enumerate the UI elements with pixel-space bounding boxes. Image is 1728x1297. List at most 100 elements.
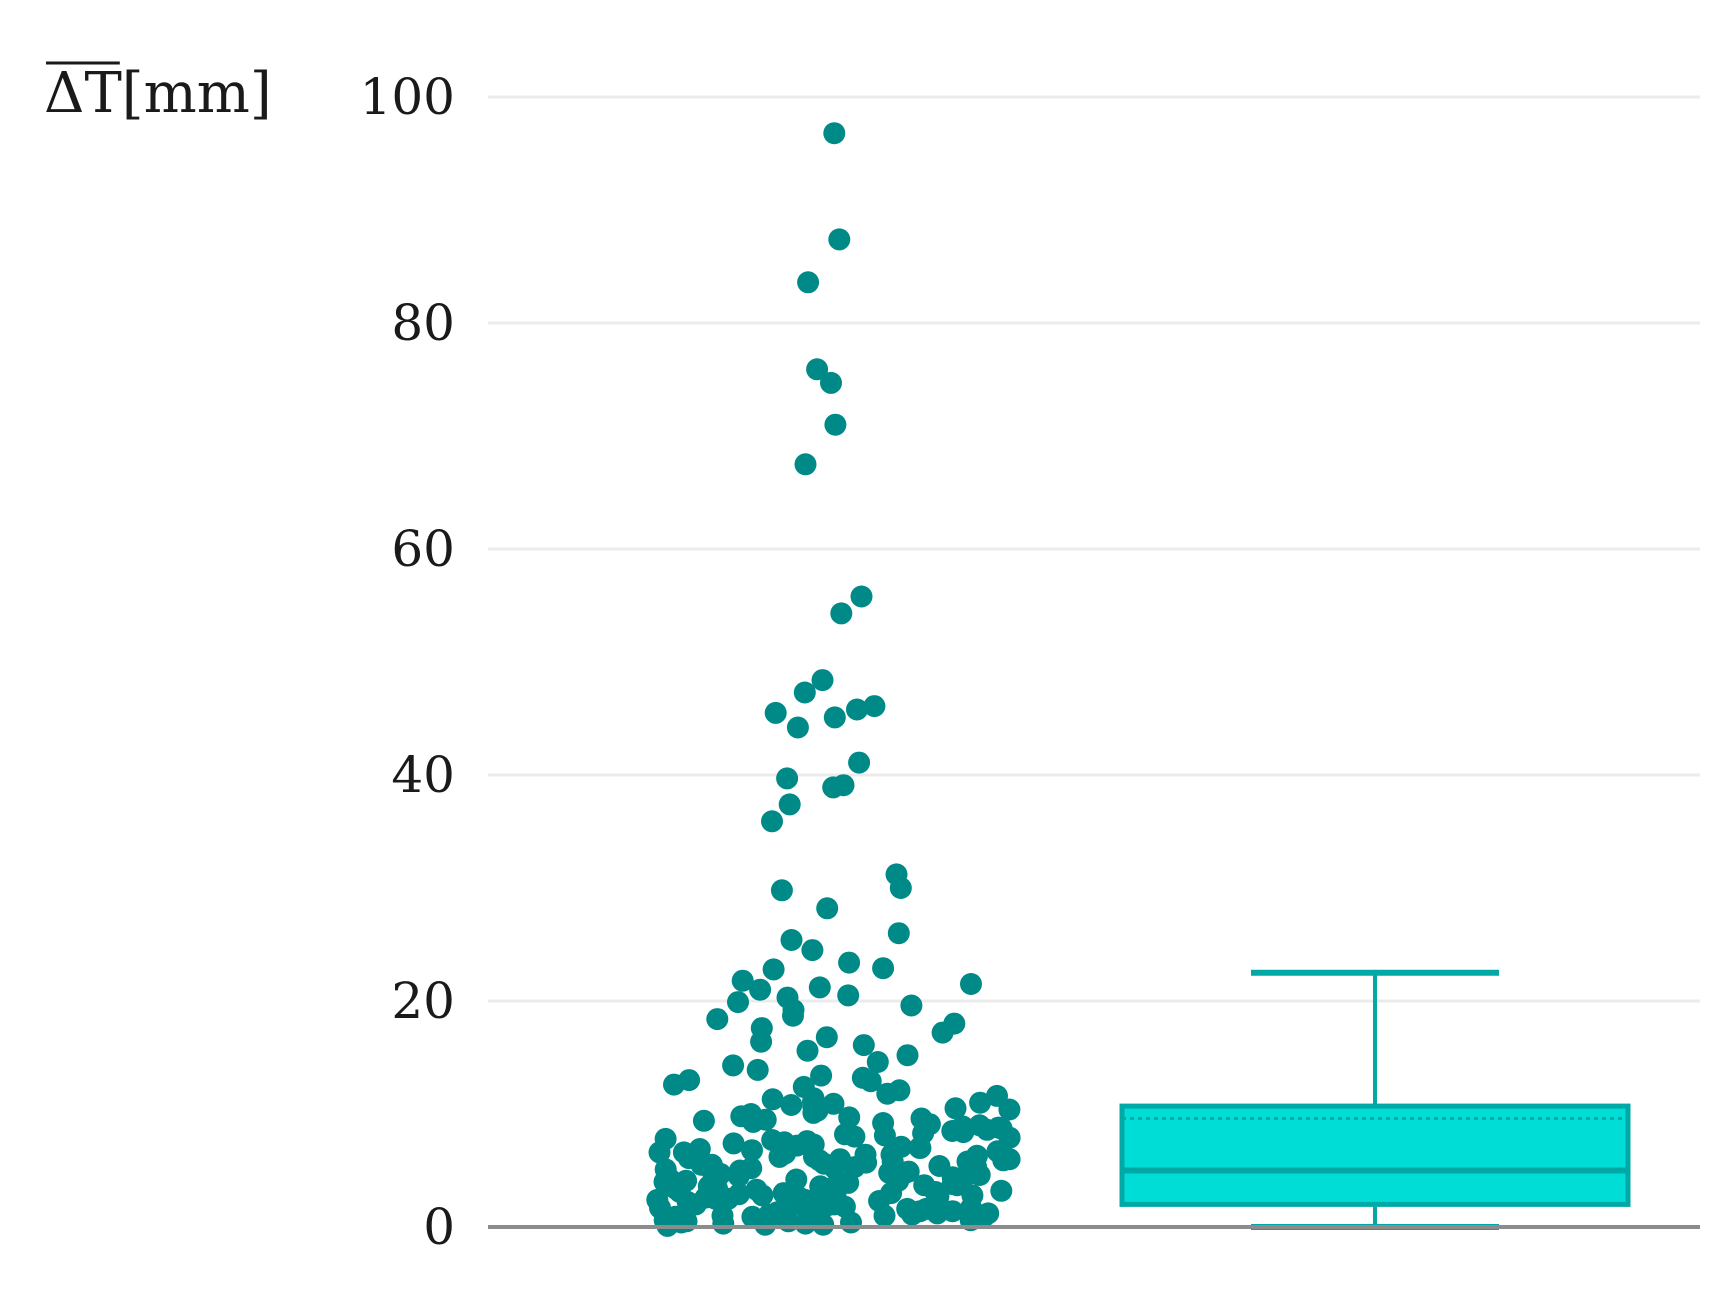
strip-point — [768, 1145, 791, 1168]
y-axis-symbol: ΔT — [44, 61, 122, 126]
strip-point — [866, 1051, 889, 1073]
strip-points — [646, 122, 1021, 1237]
strip-point — [801, 939, 824, 962]
strip-point — [658, 1170, 681, 1193]
y-tick-label: 60 — [391, 520, 455, 578]
strip-point — [785, 1168, 808, 1191]
iqr-box — [1119, 1103, 1631, 1207]
strip-point — [828, 228, 851, 251]
strip-point — [750, 1030, 773, 1053]
strip-point — [823, 706, 846, 729]
strip-point — [838, 1106, 861, 1129]
strip-point — [941, 1200, 964, 1223]
y-axis-unit: [mm] — [122, 61, 272, 126]
strip-point — [663, 1073, 685, 1096]
strip-point — [722, 1054, 745, 1077]
y-tick-label: 80 — [391, 294, 455, 352]
strip-point — [722, 1132, 745, 1155]
strip-point — [903, 1201, 925, 1224]
box-plot — [1119, 969, 1631, 1230]
strip-point — [850, 585, 873, 608]
strip-point — [711, 1204, 734, 1227]
strip-point — [786, 1185, 809, 1208]
strip-point — [764, 701, 787, 724]
strip-point — [727, 991, 749, 1014]
strip-point — [887, 922, 910, 945]
strip-point — [809, 1175, 832, 1198]
strip-point — [900, 994, 923, 1017]
strip-point — [782, 1004, 804, 1027]
strip-point — [762, 958, 785, 981]
y-tick-labels: 0 20 40 60 80 100 — [360, 68, 455, 1256]
strip-point — [960, 973, 982, 995]
gridlines — [488, 95, 1700, 1003]
strip-point — [761, 1088, 784, 1111]
strip-point — [796, 1039, 819, 1062]
strip-point — [802, 1133, 825, 1156]
strip-point — [833, 1195, 856, 1218]
strip-point — [823, 122, 846, 145]
strip-point — [741, 1139, 763, 1162]
strip-point — [820, 371, 842, 394]
strip-point — [776, 767, 799, 790]
strip-point — [838, 951, 861, 974]
strip-point — [804, 1192, 827, 1215]
strip-point — [802, 1087, 825, 1110]
strip-point — [873, 1204, 896, 1227]
strip-point — [794, 453, 817, 476]
strip-point — [808, 976, 831, 999]
strip-point — [872, 1112, 895, 1134]
strip-point — [944, 1097, 967, 1120]
strip-point — [709, 1162, 732, 1185]
y-tick-label: 0 — [423, 1198, 455, 1256]
strip-point — [648, 1141, 671, 1164]
strip-point — [822, 776, 845, 799]
strip-point — [863, 695, 886, 718]
strip-point — [812, 1213, 835, 1236]
strip-point — [880, 1143, 903, 1166]
strip-point — [778, 793, 801, 816]
strip-point — [998, 1098, 1021, 1121]
strip-point — [924, 1181, 947, 1203]
strip-point — [786, 716, 809, 739]
strip-point — [968, 1164, 991, 1186]
strip-point — [931, 1021, 954, 1044]
strip-point — [780, 1094, 803, 1116]
strip-point — [880, 1182, 903, 1205]
strip-point — [960, 1196, 983, 1219]
strip-point — [851, 1066, 874, 1089]
strip-point — [811, 669, 834, 692]
y-tick-label: 20 — [391, 972, 455, 1030]
strip-point — [969, 1091, 992, 1114]
strip-point — [889, 877, 912, 899]
strip-point — [761, 810, 783, 833]
strip-point — [794, 1212, 817, 1235]
strip-point — [968, 1114, 991, 1137]
strip-point — [829, 1148, 852, 1171]
strip-point — [815, 1026, 838, 1049]
strip-point — [806, 358, 829, 381]
y-tick-label: 40 — [391, 746, 455, 804]
strip-point — [830, 602, 853, 625]
strip-point — [876, 1082, 899, 1105]
strip-point — [770, 879, 793, 902]
strip-point — [797, 271, 820, 294]
strip-point — [706, 1008, 729, 1031]
strip-point — [941, 1120, 964, 1142]
strip-point — [966, 1144, 988, 1167]
y-tick-label: 100 — [360, 68, 455, 126]
strip-point — [751, 1184, 774, 1207]
strip-point — [824, 413, 847, 436]
strip-point — [793, 681, 816, 704]
strip-point — [987, 1116, 1010, 1139]
strip-point — [746, 1058, 769, 1081]
strip-point — [846, 698, 868, 721]
strip-point — [909, 1136, 932, 1159]
strip-point — [780, 929, 803, 951]
strip-point — [717, 1187, 740, 1210]
strip-point — [754, 1108, 777, 1131]
strip-point — [810, 1064, 833, 1087]
strip-point — [816, 897, 839, 920]
